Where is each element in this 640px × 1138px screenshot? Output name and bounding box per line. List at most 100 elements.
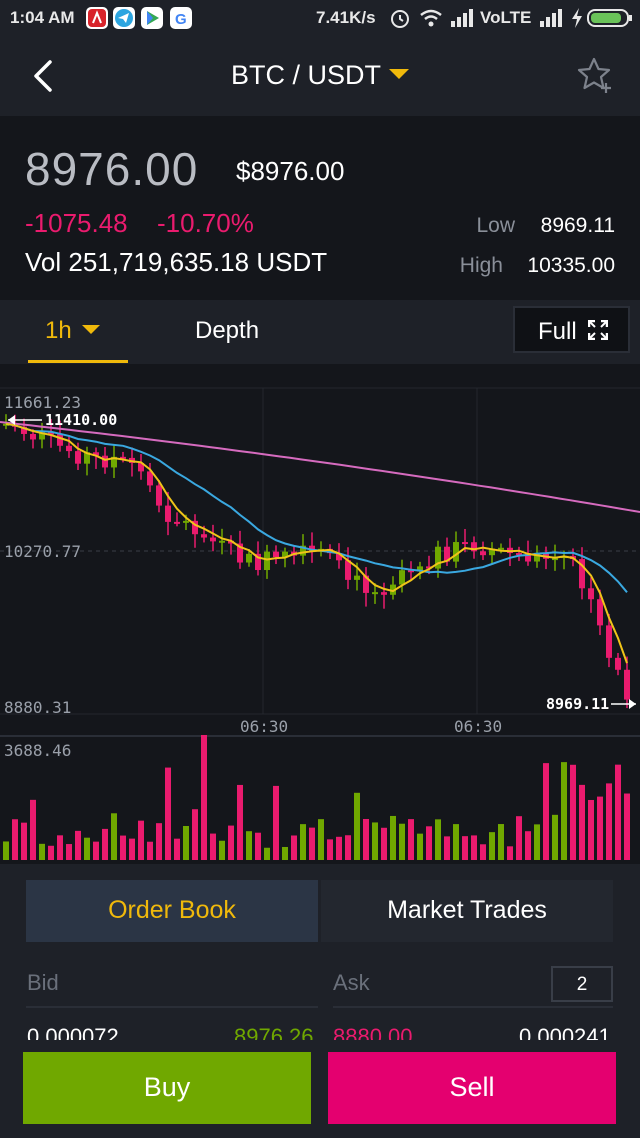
- divider: [333, 1006, 613, 1008]
- candle: [426, 566, 432, 569]
- candle: [624, 669, 630, 700]
- volume-bar: [147, 841, 153, 860]
- candlestick-chart[interactable]: 11661.23 10270.77 8880.31 06:30 06:30 36…: [0, 364, 640, 864]
- volume-bar: [201, 735, 207, 860]
- candle: [39, 432, 45, 440]
- volume-bar: [363, 818, 369, 860]
- order-book-section: Order Book Market Trades Bid Ask 2 0.000…: [0, 864, 640, 1049]
- candle: [255, 553, 261, 571]
- last-price: 8976.00: [25, 143, 199, 195]
- buy-button[interactable]: Buy: [23, 1052, 311, 1124]
- candle: [300, 545, 306, 556]
- volume-bar: [435, 819, 441, 860]
- candle: [282, 551, 288, 558]
- pair-selector[interactable]: BTC / USDT: [0, 60, 640, 91]
- candle: [534, 552, 540, 562]
- volume-bars: [3, 735, 630, 860]
- tab-interval[interactable]: 1h: [45, 317, 100, 345]
- candle: [372, 592, 378, 595]
- candle: [498, 547, 504, 550]
- google-icon: G: [170, 7, 192, 29]
- volume-bar: [21, 822, 27, 860]
- volume-bar: [588, 799, 594, 860]
- candle: [552, 558, 558, 561]
- candle: [435, 546, 441, 569]
- low-value: 8969.11: [540, 214, 615, 237]
- volume-bar: [615, 764, 621, 860]
- volume-bar: [264, 847, 270, 860]
- volume-bar: [291, 835, 297, 860]
- volume-bar: [129, 838, 135, 860]
- volume-bar: [417, 833, 423, 860]
- high-value: 10335.00: [527, 254, 615, 277]
- sell-button[interactable]: Sell: [328, 1052, 616, 1124]
- tab-order-book-label: Order Book: [108, 896, 236, 924]
- star-add-icon[interactable]: [576, 56, 616, 101]
- pair-title: BTC / USDT: [230, 60, 381, 90]
- candle: [354, 575, 360, 580]
- volume-bar: [120, 835, 126, 860]
- volume-bar: [219, 840, 225, 860]
- tab-market-trades-label: Market Trades: [387, 896, 547, 924]
- back-arrow-icon[interactable]: [28, 58, 58, 99]
- volume-bar: [507, 846, 513, 860]
- y-label-top: 11661.23: [4, 393, 81, 412]
- volume-bar: [156, 823, 162, 860]
- signal-icon: [451, 9, 475, 32]
- price-change: -1075.48: [25, 208, 128, 238]
- candle: [516, 553, 522, 556]
- status-bar: 1:04 AM G 7.41K/s VoLTE: [0, 0, 640, 36]
- candle: [588, 588, 594, 600]
- volume-bar: [246, 831, 252, 860]
- tab-interval-label: 1h: [45, 317, 72, 344]
- volume-bar: [111, 813, 117, 860]
- volume-bar: [408, 819, 414, 860]
- expand-icon: [587, 319, 609, 345]
- candle: [228, 540, 234, 544]
- candle: [174, 521, 180, 524]
- candle: [21, 426, 27, 434]
- tab-market-trades[interactable]: Market Trades: [321, 880, 613, 942]
- volume-bar: [57, 835, 63, 860]
- app-header: BTC / USDT: [0, 36, 640, 116]
- volume-bar: [210, 833, 216, 860]
- candle: [381, 592, 387, 595]
- ma7-line: [5, 422, 628, 664]
- volume-bar: [336, 836, 342, 860]
- telegram-icon: [113, 7, 135, 29]
- volume-bar: [462, 836, 468, 860]
- candle: [84, 452, 90, 464]
- volume-bar: [354, 792, 360, 860]
- alarm-icon: [389, 7, 411, 34]
- volume-bar: [345, 835, 351, 860]
- depth-selector[interactable]: 2: [551, 966, 613, 1002]
- volume-24h: Vol 251,719,635.18 USDT: [25, 247, 328, 277]
- tab-order-book[interactable]: Order Book: [26, 880, 318, 942]
- ask-header: Ask: [333, 970, 370, 995]
- candle: [363, 575, 369, 593]
- candle: [417, 566, 423, 572]
- volume-bar: [579, 784, 585, 860]
- candle: [165, 505, 171, 522]
- volume-bar: [372, 822, 378, 860]
- volume-bar: [606, 783, 612, 860]
- volume-bar: [426, 826, 432, 860]
- ma25-line: [5, 422, 628, 593]
- action-bar: Buy Sell: [0, 1040, 640, 1138]
- tab-depth[interactable]: Depth: [195, 317, 260, 344]
- chevron-down-icon: [81, 325, 100, 335]
- candle: [390, 584, 396, 595]
- volume-bar: [543, 763, 549, 860]
- status-time: 1:04 AM: [10, 8, 75, 27]
- candle: [309, 545, 315, 552]
- candle: [111, 456, 117, 468]
- network-speed: 7.41K/s: [316, 8, 376, 27]
- candle: [102, 455, 108, 468]
- volume-bar: [561, 762, 567, 860]
- volume-bar: [183, 825, 189, 860]
- candle: [606, 625, 612, 658]
- fullscreen-button[interactable]: Full: [513, 306, 630, 353]
- low-label: Low: [476, 214, 515, 237]
- y-label-bottom: 8880.31: [4, 698, 71, 717]
- candle: [219, 540, 225, 543]
